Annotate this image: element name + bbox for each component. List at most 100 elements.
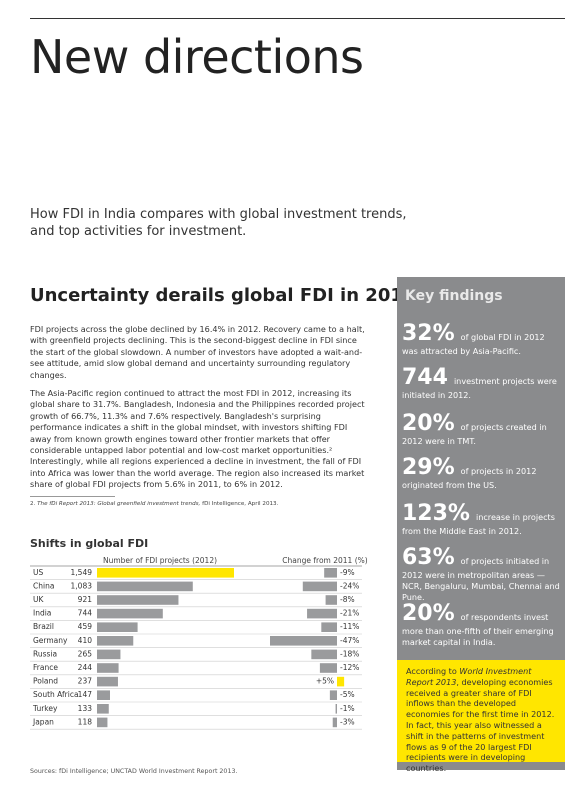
change-label: -3% bbox=[340, 717, 355, 726]
bar bbox=[97, 581, 193, 592]
top-rule bbox=[30, 18, 565, 19]
paragraph: FDI projects across the globe declined b… bbox=[30, 324, 365, 380]
value-label: 921 bbox=[78, 595, 93, 604]
bar bbox=[97, 595, 179, 605]
value-label: 744 bbox=[78, 609, 93, 618]
country-label: Turkey bbox=[32, 704, 58, 713]
finding-text: of respondents invest more than one-fift… bbox=[402, 612, 554, 647]
country-label: South Africa bbox=[33, 690, 79, 699]
page-title: New directions bbox=[30, 30, 364, 84]
finding-figure: 744 bbox=[402, 365, 448, 390]
change-bar bbox=[270, 636, 337, 646]
key-finding: 20% of respondents invest more than one-f… bbox=[402, 602, 562, 648]
finding-text: of projects in 2012 originated from the … bbox=[402, 466, 537, 490]
callout-report: World Investment Report 2013 bbox=[406, 666, 532, 687]
bar bbox=[97, 690, 111, 700]
change-label: -11% bbox=[340, 622, 359, 631]
country-label: US bbox=[33, 568, 43, 577]
country-label: India bbox=[33, 609, 51, 618]
country-label: UK bbox=[33, 595, 44, 604]
value-label: 410 bbox=[78, 636, 93, 645]
value-label: 118 bbox=[78, 717, 93, 726]
bar bbox=[97, 608, 163, 619]
change-label: -12% bbox=[340, 663, 359, 672]
change-label: -21% bbox=[340, 609, 359, 618]
change-label: -24% bbox=[340, 581, 359, 590]
value-label: 1,083 bbox=[71, 581, 93, 590]
change-bar bbox=[307, 608, 337, 619]
footnote-text: fDi Intelligence, April 2013. bbox=[202, 501, 279, 507]
bar bbox=[97, 717, 108, 728]
finding-text: of projects initiated in 2012 were in me… bbox=[402, 556, 560, 602]
column-header: Number of FDI projects (2012) bbox=[103, 556, 217, 565]
value-label: 244 bbox=[78, 663, 93, 672]
finding-text: of projects created in 2012 were in TMT. bbox=[402, 422, 547, 446]
country-label: China bbox=[33, 581, 54, 590]
column-header: Change from 2011 (%) bbox=[282, 556, 367, 565]
value-label: 133 bbox=[78, 704, 93, 713]
finding-figure: 29% bbox=[402, 455, 455, 480]
country-label: Poland bbox=[33, 677, 58, 686]
key-finding: 29% of projects in 2012 originated from t… bbox=[402, 456, 562, 491]
chart-title: Shifts in global FDI bbox=[30, 537, 148, 550]
country-label: Brazil bbox=[33, 622, 54, 631]
finding-figure: 63% bbox=[402, 545, 455, 570]
bar bbox=[97, 649, 121, 660]
footnote-rule bbox=[30, 496, 115, 497]
change-label: -18% bbox=[340, 649, 359, 658]
country-label: Japan bbox=[32, 717, 54, 726]
finding-text: investment projects were initiated in 20… bbox=[402, 376, 557, 400]
finding-figure: 32% bbox=[402, 321, 455, 346]
change-bar bbox=[335, 704, 337, 714]
key-finding: 123% increase in projects from the Middle… bbox=[402, 502, 562, 537]
value-label: 265 bbox=[78, 649, 93, 658]
value-label: 237 bbox=[78, 677, 93, 686]
bar bbox=[97, 568, 234, 578]
change-label: -47% bbox=[340, 636, 359, 645]
finding-text: of global FDI in 2012 was attracted by A… bbox=[402, 332, 545, 356]
bar bbox=[97, 622, 138, 632]
change-label: -8% bbox=[340, 595, 355, 604]
chart-source: Sources: fDi Intelligence; UNCTAD World … bbox=[30, 768, 237, 775]
key-finding: 20% of projects created in 2012 were in T… bbox=[402, 412, 562, 447]
bar bbox=[97, 636, 134, 646]
callout-text: , developing economies received a greate… bbox=[406, 676, 555, 774]
subtitle: How FDI in India compares with global in… bbox=[30, 207, 407, 239]
change-label: -1% bbox=[340, 704, 355, 713]
finding-text: increase in projects from the Middle Eas… bbox=[402, 512, 555, 536]
change-label: +5% bbox=[316, 677, 334, 686]
footnote: 2. The fDi Report 2013: Global greenfiel… bbox=[30, 501, 385, 507]
section-heading: Uncertainty derails global FDI in 2012 bbox=[30, 285, 416, 306]
change-bar bbox=[332, 717, 337, 728]
value-label: 147 bbox=[78, 690, 93, 699]
change-bar bbox=[329, 690, 337, 700]
change-bar bbox=[302, 581, 337, 592]
bar bbox=[97, 704, 109, 714]
paragraph: The Asia-Pacific region continued to att… bbox=[30, 388, 365, 490]
country-label: Germany bbox=[33, 636, 68, 645]
value-label: 459 bbox=[78, 622, 93, 631]
footnote-number: 2. bbox=[30, 501, 36, 507]
key-findings-title: Key findings bbox=[405, 288, 503, 304]
change-label: -5% bbox=[340, 690, 355, 699]
bar bbox=[97, 663, 119, 673]
value-label: 1,549 bbox=[71, 568, 93, 577]
key-finding: 744 investment projects were initiated in… bbox=[402, 366, 562, 401]
key-finding: 32% of global FDI in 2012 was attracted b… bbox=[402, 322, 562, 357]
change-bar bbox=[337, 676, 345, 687]
change-bar bbox=[321, 622, 337, 632]
finding-figure: 123% bbox=[402, 501, 470, 526]
callout-lead: According to bbox=[406, 666, 457, 676]
country-label: France bbox=[33, 663, 58, 672]
change-bar bbox=[325, 595, 337, 605]
footnote-title: The fDi Report 2013: Global greenfield i… bbox=[37, 501, 201, 507]
change-bar bbox=[319, 663, 337, 673]
change-bar bbox=[324, 568, 337, 578]
finding-figure: 20% bbox=[402, 601, 455, 626]
key-finding: 63% of projects initiated in 2012 were in… bbox=[402, 546, 562, 603]
finding-figure: 20% bbox=[402, 411, 455, 436]
callout: According to World Investment Report 201… bbox=[397, 660, 565, 773]
change-label: -9% bbox=[340, 568, 355, 577]
